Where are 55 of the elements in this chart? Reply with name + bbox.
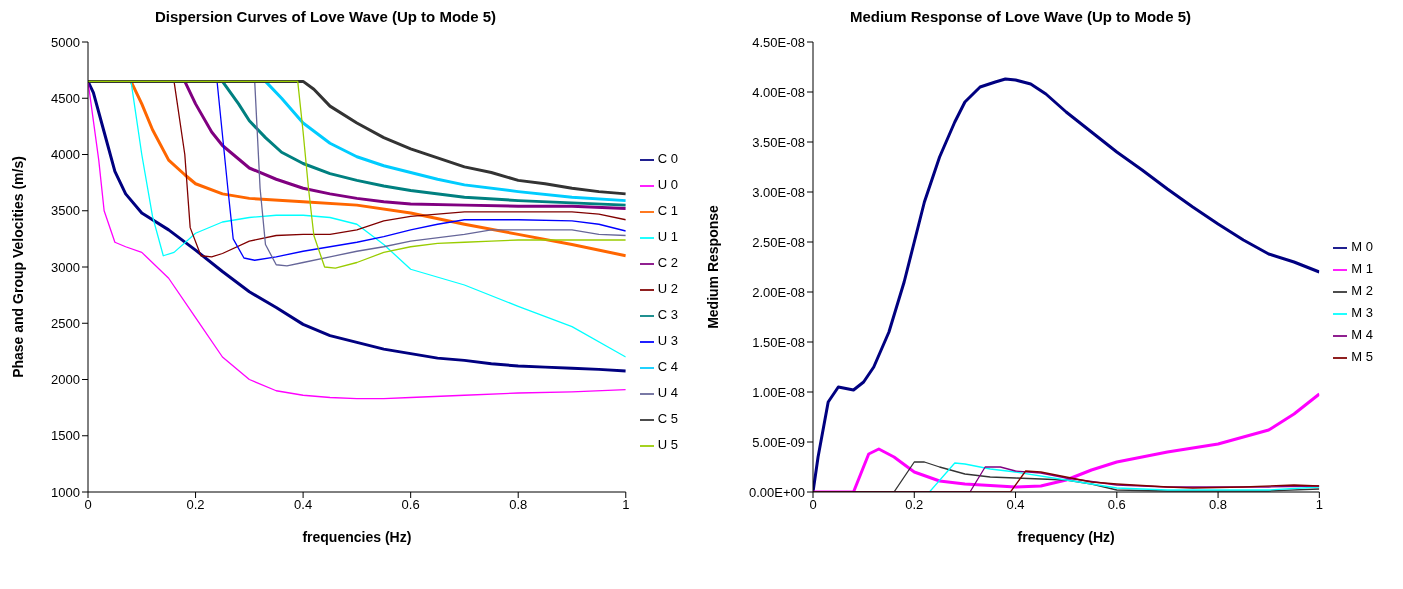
chart-title: Medium Response of Love Wave (Up to Mode 5) [848,8,1193,27]
legend-label: C 1 [657,203,678,218]
legend-label: U 1 [657,229,678,244]
x-axis-title: frequency (Hz) [1017,529,1115,545]
x-tick-label: 1 [622,497,630,513]
x-axis-title: frequencies (Hz) [302,529,412,545]
chart-title: Dispersion Curves of Love Wave (Up to Mode 5) [153,8,498,27]
y-tick-label: 2000 [51,372,80,388]
y-tick-label: 3.00E-08 [752,184,805,200]
legend-label: M 4 [1351,327,1373,342]
y-axis-title: Phase and Group Velocities (m/s) [9,156,26,378]
y-tick-label: 3.50E-08 [752,134,805,150]
y-tick-label: 5.00E-09 [752,434,805,450]
y-tick-label: 2500 [51,315,80,331]
x-tick-label: 0.8 [1209,497,1228,513]
x-tick-label: 0.2 [186,497,205,513]
x-tick-label: 0 [809,497,817,513]
y-tick-label: 4.00E-08 [752,84,805,100]
legend-label: C 2 [657,255,678,270]
y-tick-label: 1.00E-08 [752,384,805,400]
legend-label: C 5 [657,411,678,426]
legend-label: C 0 [657,151,678,166]
y-tick-label: 4.50E-08 [752,34,805,50]
y-axis-title: Medium Response [704,204,721,329]
legend-label: M 0 [1351,239,1373,254]
legend-label: U 0 [657,177,678,192]
legend-label: M 1 [1351,261,1373,276]
x-tick-label: 0.2 [905,497,924,513]
legend-label: U 4 [657,385,678,400]
y-tick-label: 3500 [51,203,80,219]
x-tick-label: 0.8 [509,497,528,513]
legend-label: C 3 [657,307,678,322]
y-tick-label: 2.50E-08 [752,234,805,250]
legend-label: M 2 [1351,283,1373,298]
y-tick-label: 1.50E-08 [752,334,805,350]
y-tick-label: 4000 [51,147,80,163]
y-tick-label: 4500 [51,90,80,106]
y-tick-label: 1000 [51,484,80,500]
x-tick-label: 1 [1315,497,1323,513]
x-tick-label: 0 [84,497,92,513]
y-tick-label: 3000 [51,259,80,275]
legend-label: U 2 [657,281,678,296]
x-tick-label: 0.6 [1107,497,1126,513]
y-tick-label: 2.00E-08 [752,284,805,300]
legend-label: M 3 [1351,305,1373,320]
x-tick-label: 0.4 [294,497,313,513]
y-tick-label: 5000 [51,34,80,50]
legend-label: M 5 [1351,349,1373,364]
legend-label: C 4 [657,359,678,374]
y-tick-label: 0.00E+00 [748,484,805,500]
y-tick-label: 1500 [51,428,80,444]
legend-label: U 5 [657,437,678,452]
x-tick-label: 0.6 [401,497,420,513]
legend-label: U 3 [657,333,678,348]
x-tick-label: 0.4 [1006,497,1025,513]
